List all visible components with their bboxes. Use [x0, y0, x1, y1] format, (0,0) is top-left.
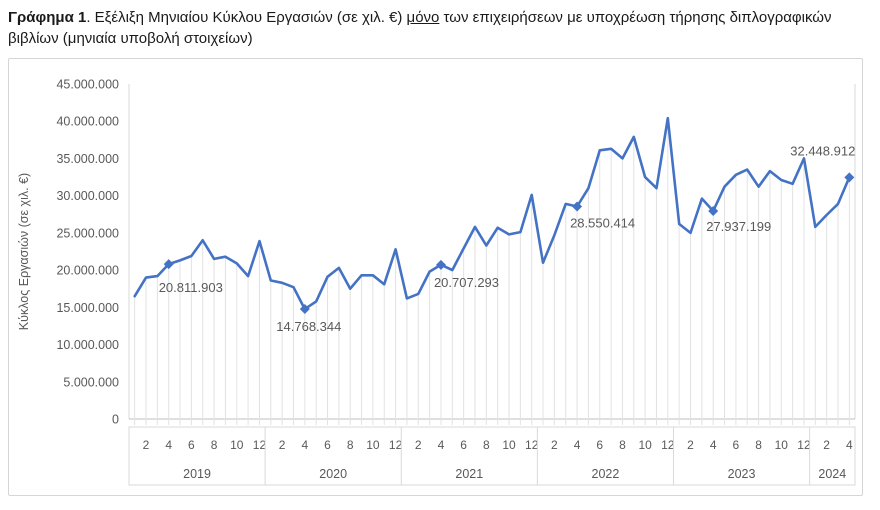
- month-tick-label: 10: [638, 438, 652, 452]
- data-point-label: 14.768.344: [276, 319, 341, 334]
- data-point-marker: [708, 206, 719, 217]
- y-axis-tick-label: 45.000.000: [56, 78, 119, 92]
- chart-canvas: 0 5.000.000 10.000.000 15.000.000 20.000.000…: [17, 78, 856, 486]
- figure-caption: Γράφημα 1. Εξέλιξη Μηνιαίου Κύκλου Εργασ…: [8, 7, 870, 49]
- month-tick-label: 10: [502, 438, 516, 452]
- month-tick-label: 12: [797, 438, 811, 452]
- month-tick-label: 6: [733, 438, 740, 452]
- y-axis-tick-label: 0: [112, 413, 119, 427]
- month-tick-label: 8: [483, 438, 490, 452]
- month-tick-label: 10: [366, 438, 380, 452]
- y-axis-tick-label: 40.000.000: [56, 115, 119, 129]
- month-tick-label: 10: [775, 438, 789, 452]
- month-tick-label: 2: [415, 438, 422, 452]
- month-tick-label: 8: [619, 438, 626, 452]
- y-axis-tick-label: 30.000.000: [56, 189, 119, 203]
- month-tick-label: 6: [324, 438, 331, 452]
- month-tick-label: 8: [347, 438, 354, 452]
- month-tick-label: 4: [301, 438, 308, 452]
- month-tick-label: 12: [253, 438, 267, 452]
- data-point-label: 27.937.199: [706, 219, 771, 234]
- month-tick-label: 4: [574, 438, 581, 452]
- month-tick-label: 6: [596, 438, 603, 452]
- data-point-marker: [572, 201, 583, 212]
- data-point-marker: [163, 259, 174, 270]
- figure-caption-underlined-word: μόνο: [406, 9, 440, 26]
- y-axis-tick-label: 10.000.000: [56, 338, 119, 352]
- year-tick-label: 2024: [818, 467, 846, 481]
- month-tick-label: 12: [525, 438, 539, 452]
- month-tick-label: 2: [823, 438, 830, 452]
- data-point-label: 28.550.414: [570, 215, 635, 230]
- month-tick-label: 12: [389, 438, 403, 452]
- figure-caption-text-2: των επιχειρήσεων με υποχρέωση τήρησης δι…: [8, 9, 832, 47]
- data-point-marker: [844, 172, 855, 183]
- year-tick-label: 2022: [592, 467, 620, 481]
- y-axis-tick-label: 15.000.000: [56, 301, 119, 315]
- figure-caption-text-1: . Εξέλιξη Μηνιαίου Κύκλου Εργασιών (σε χ…: [86, 9, 407, 26]
- y-axis-tick-label: 35.000.000: [56, 152, 119, 166]
- year-tick-label: 2021: [455, 467, 483, 481]
- month-tick-label: 6: [460, 438, 467, 452]
- month-tick-label: 6: [188, 438, 195, 452]
- month-tick-label: 10: [230, 438, 244, 452]
- month-tick-label: 8: [755, 438, 762, 452]
- y-axis-tick-label: 20.000.000: [56, 264, 119, 278]
- data-point-marker: [435, 259, 446, 270]
- month-tick-label: 2: [279, 438, 286, 452]
- y-axis-title: Κύκλος Εργασιών (σε χιλ. €): [17, 173, 31, 330]
- month-tick-label: 4: [846, 438, 853, 452]
- chart-container: 0 5.000.000 10.000.000 15.000.000 20.000.000…: [8, 58, 863, 496]
- y-axis-tick-label: 5.000.000: [63, 375, 119, 389]
- month-tick-label: 2: [143, 438, 150, 452]
- month-tick-label: 2: [551, 438, 558, 452]
- month-tick-label: 2: [687, 438, 694, 452]
- data-point-label: 20.811.903: [159, 280, 223, 295]
- x-axis-band: [128, 426, 856, 486]
- month-tick-label: 8: [211, 438, 218, 452]
- y-axis-tick-label: 25.000.000: [56, 226, 119, 240]
- data-point-label: 20.707.293: [434, 275, 499, 290]
- year-tick-label: 2019: [183, 467, 211, 481]
- year-tick-label: 2023: [728, 467, 756, 481]
- month-tick-label: 12: [661, 438, 675, 452]
- data-point-label: 32.448.912: [790, 143, 855, 158]
- series-line-turnover: [133, 116, 851, 311]
- data-point-marker: [299, 304, 310, 315]
- figure-caption-number: Γράφημα 1: [8, 9, 87, 26]
- year-tick-label: 2020: [319, 467, 347, 481]
- month-tick-label: 4: [710, 438, 717, 452]
- month-tick-label: 4: [165, 438, 172, 452]
- month-tick-label: 4: [438, 438, 445, 452]
